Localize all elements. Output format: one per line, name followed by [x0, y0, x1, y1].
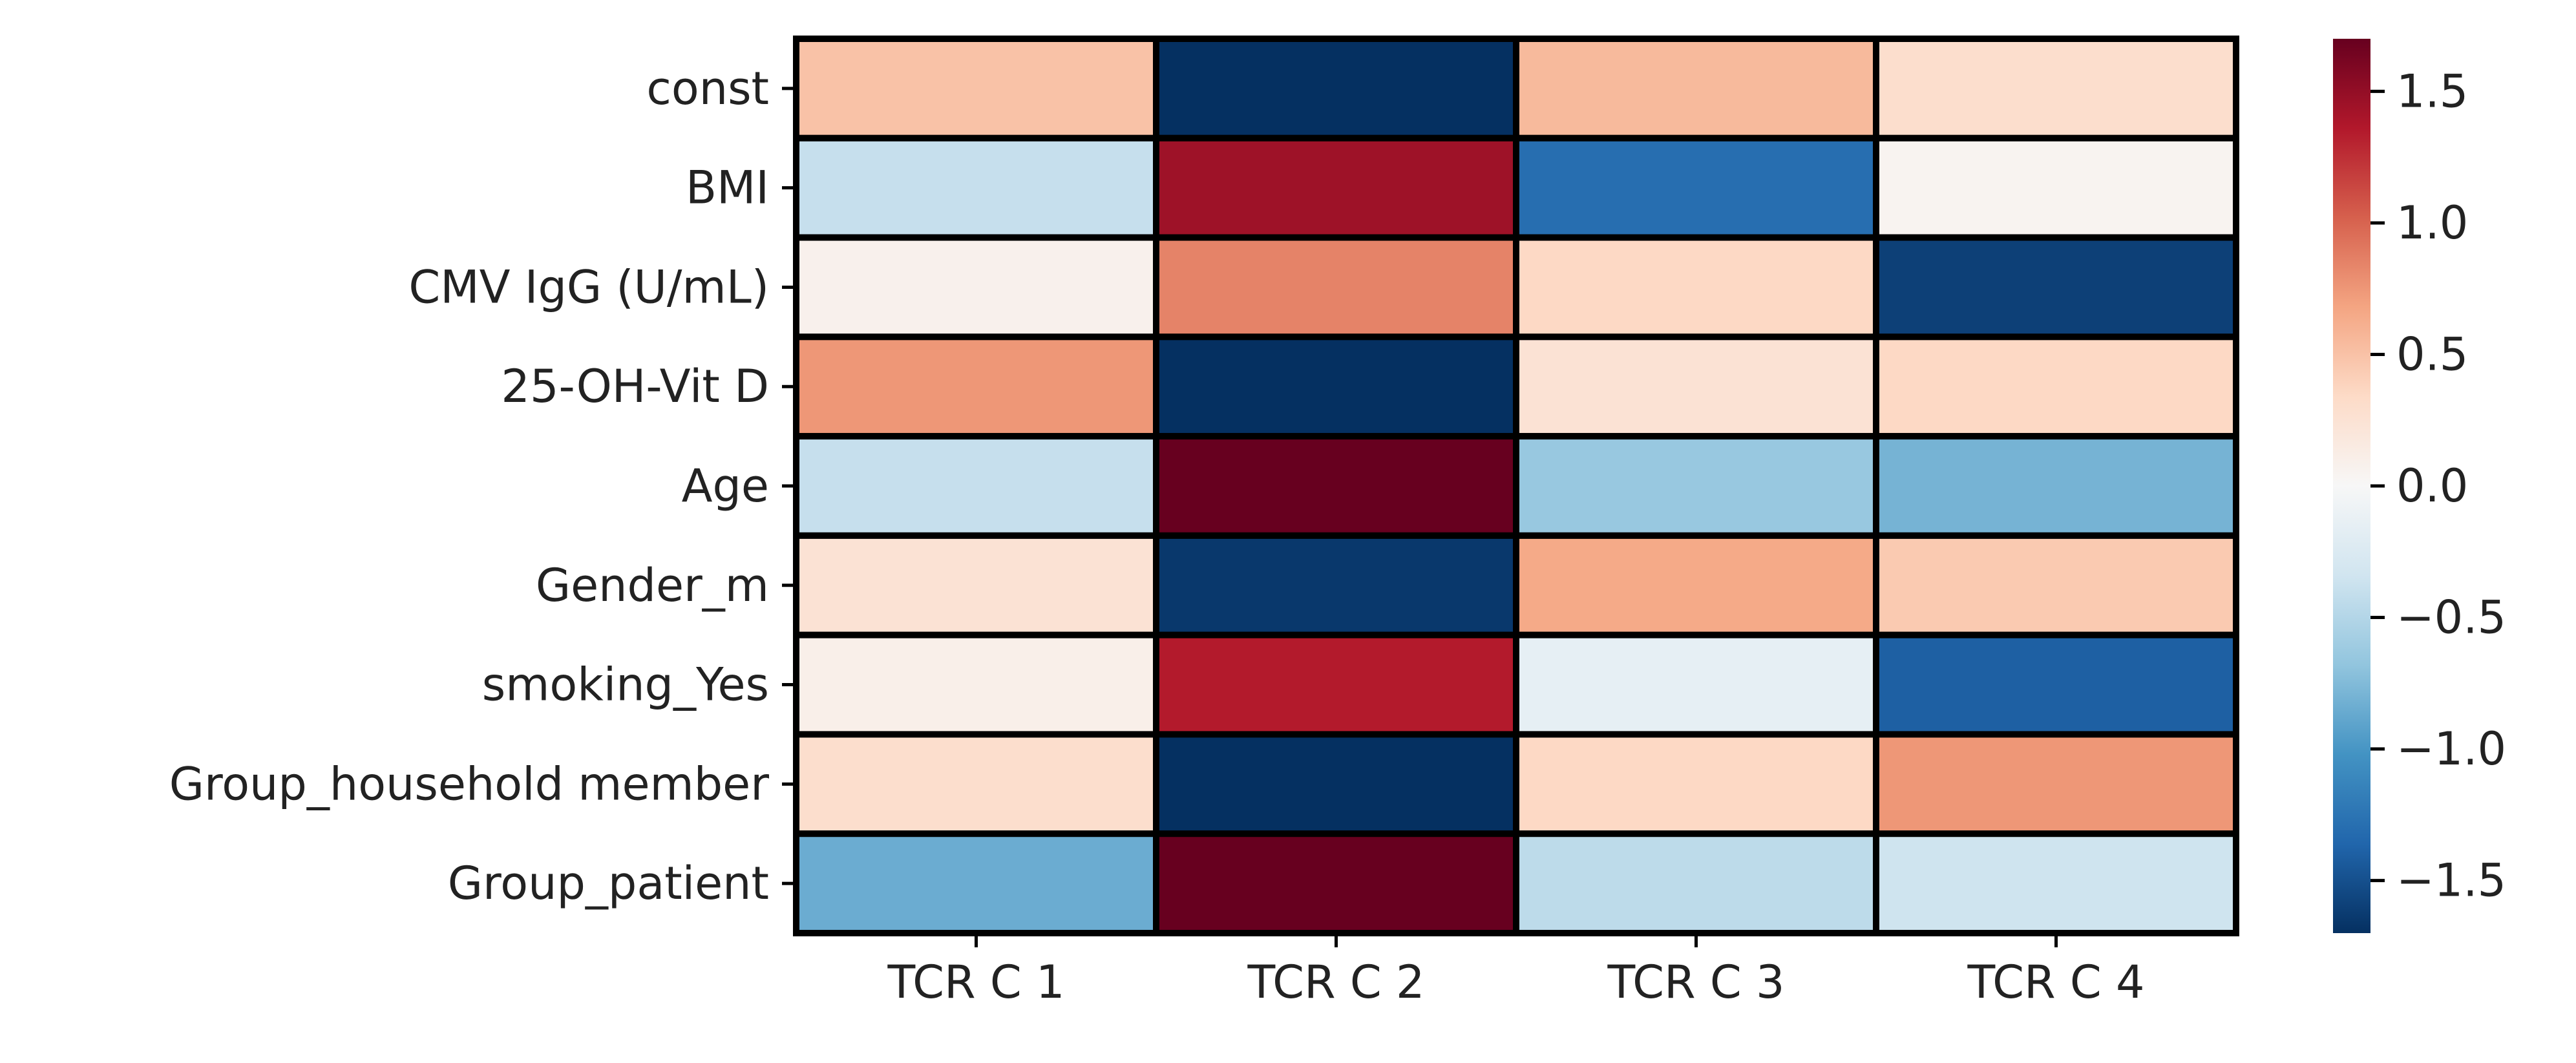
heatmap-cell [1153, 134, 1519, 241]
heatmap-cell [1873, 731, 2239, 837]
heatmap-cell [1153, 333, 1519, 440]
heatmap-cell [793, 631, 1159, 738]
heatmap-cell [1873, 134, 2239, 241]
heatmap-cell [1513, 433, 1879, 539]
colorbar-tick-label: 1.0 [2396, 196, 2468, 249]
column-tick-label: TCR C 3 [1607, 956, 1784, 1009]
heatmap-cell [1873, 532, 2239, 638]
row-tick-label: const [646, 62, 769, 115]
heatmap-cell [1153, 731, 1519, 837]
colorbar-gradient [2333, 39, 2370, 933]
heatmap-cell [793, 234, 1159, 341]
column-tick-label: TCR C 4 [1967, 956, 2144, 1009]
colorbar: 1.5 1.0 0.5 0.0 −0.5 −1.0 −1.5 [2333, 39, 2506, 933]
row-tick-label: BMI [686, 162, 769, 215]
row-tick-label: Gender_m [536, 559, 769, 612]
heatmap-cell [1513, 234, 1879, 341]
heatmap-cell [793, 134, 1159, 241]
colorbar-tick-label: 0.0 [2396, 459, 2468, 512]
row-tick-label: CMV IgG (U/mL) [408, 260, 769, 313]
heatmap-cell [1153, 631, 1519, 738]
heatmap-cell [1153, 234, 1519, 341]
heatmap-cell [1153, 433, 1519, 539]
heatmap-cell [1873, 631, 2239, 738]
column-tick-label: TCR C 2 [1247, 956, 1424, 1009]
heatmap-cells [793, 36, 2239, 936]
heatmap-cell [793, 36, 1159, 142]
heatmap-cell [1513, 830, 1879, 936]
heatmap-cell [1873, 433, 2239, 539]
heatmap-cell [1513, 36, 1879, 142]
column-tick-label: TCR C 1 [887, 956, 1064, 1009]
row-tick-label: Age [682, 459, 769, 512]
colorbar-tick-label: 1.5 [2396, 65, 2468, 118]
heatmap-cell [1153, 36, 1519, 142]
heatmap-cell [1873, 36, 2239, 142]
colorbar-tick-label: −1.0 [2396, 722, 2506, 775]
heatmap-cell [793, 433, 1159, 539]
row-tick-label: Group_household member [169, 757, 769, 810]
column-tick-labels: TCR C 1 TCR C 2 TCR C 3 TCR C 4 [887, 933, 2145, 1009]
heatmap-cell [793, 830, 1159, 936]
heatmap-cell [793, 532, 1159, 638]
heatmap-cell [1153, 830, 1519, 936]
heatmap-cell [1513, 731, 1879, 837]
colorbar-tick-label: −1.5 [2396, 854, 2506, 907]
heatmap-cell [1513, 333, 1879, 440]
row-tick-label: smoking_Yes [482, 658, 769, 711]
row-tick-label: Group_patient [448, 857, 769, 910]
row-tick-label: 25-OH-Vit D [501, 360, 769, 413]
colorbar-tick-label: −0.5 [2396, 591, 2506, 644]
heatmap-cell [1153, 532, 1519, 638]
heatmap-cell [793, 731, 1159, 837]
colorbar-tick-label: 0.5 [2396, 328, 2468, 381]
heatmap-cell [1873, 333, 2239, 440]
heatmap-cell [1513, 532, 1879, 638]
heatmap-cell [1513, 134, 1879, 241]
heatmap-cell [793, 333, 1159, 440]
row-tick-labels: const BMI CMV IgG (U/mL) 25-OH-Vit D Age Gend… [169, 62, 796, 910]
heatmap-cell [1873, 234, 2239, 341]
heatmap-cell [1873, 830, 2239, 936]
heatmap-cell [1513, 631, 1879, 738]
